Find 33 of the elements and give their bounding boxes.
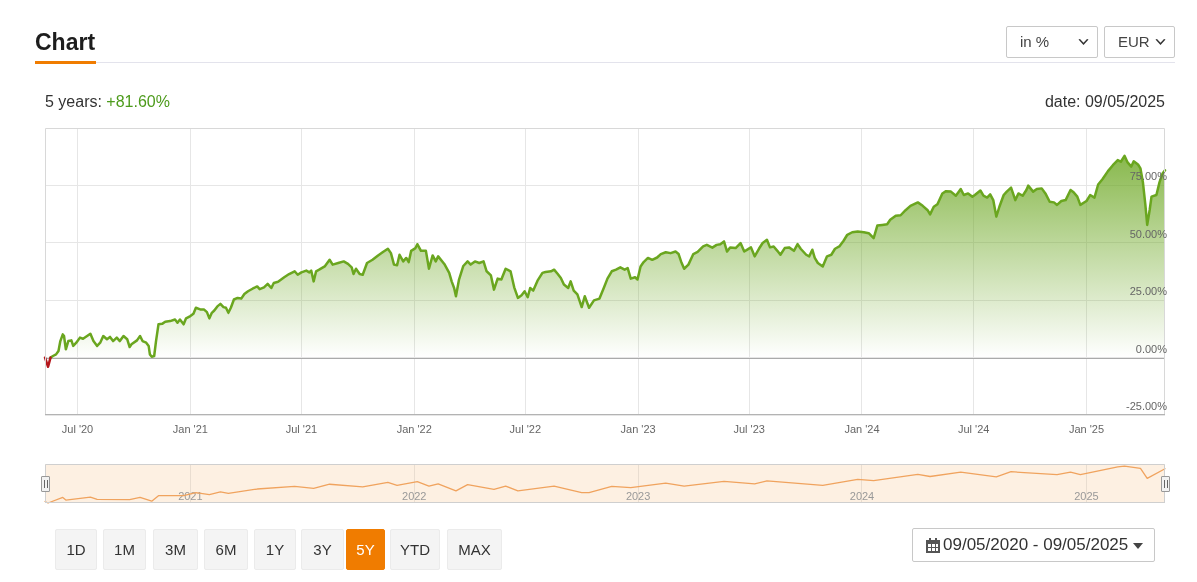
- text: date: 09/05/2025: [1044, 92, 1165, 112]
- x-tick-label: Jul '20: [61, 422, 94, 435]
- button-label: 6M: [215, 541, 237, 559]
- button-label: 3M: [165, 541, 186, 559]
- button-label: 1D: [66, 541, 86, 559]
- x-tick-label: 2021: [178, 490, 203, 503]
- x-tick-label: Jan '23: [620, 422, 656, 435]
- chart-subtitle: 5 years: +81.60%: [45, 93, 170, 110]
- date-range-field: 09/05/2020 - 09/05/2025: [912, 528, 1155, 562]
- x-tick-label: 2024: [849, 490, 875, 503]
- x-tick-label: Jul '24: [957, 422, 990, 435]
- y-tick-label: 0.00%: [1135, 342, 1168, 355]
- x-tick-label: 2023: [625, 490, 651, 503]
- button-label: 1M: [114, 541, 135, 559]
- button-label: YTD: [400, 541, 430, 559]
- chart-title: Chart: [35, 29, 96, 55]
- button-label: 3Y: [313, 541, 332, 559]
- x-tick-label: 2025: [1074, 490, 1099, 503]
- button-label: 1Y: [265, 541, 285, 559]
- button-label: MAX: [458, 541, 491, 559]
- x-tick-label: 2022: [402, 490, 427, 503]
- x-tick-label: Jul '23: [733, 422, 765, 435]
- x-tick-label: Jul '21: [285, 422, 318, 435]
- x-tick-label: Jan '21: [172, 422, 208, 435]
- x-tick-label: Jan '24: [844, 422, 880, 435]
- y-tick-label: -25.00%: [1126, 400, 1168, 413]
- select-label: EUR: [1118, 33, 1150, 51]
- select-label: in %: [1020, 33, 1050, 51]
- x-tick-label: Jan '25: [1068, 422, 1105, 435]
- y-tick-label: 25.00%: [1129, 285, 1168, 298]
- x-tick-label: Jan '22: [396, 422, 432, 435]
- x-tick-label: Jul '22: [509, 422, 541, 435]
- button-label: 5Y: [356, 541, 375, 559]
